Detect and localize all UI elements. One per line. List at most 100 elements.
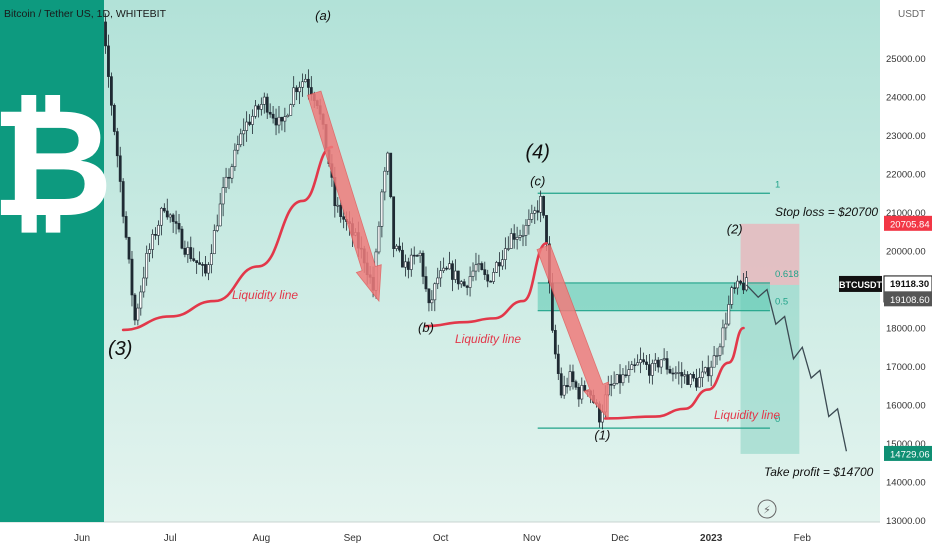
candle-body — [692, 374, 695, 379]
candle-body — [110, 76, 113, 106]
candle-body — [445, 267, 448, 270]
fib-level-label: 0.618 — [775, 269, 799, 280]
candle-body — [227, 176, 231, 179]
candle-body — [506, 248, 510, 250]
stop-price-tag — [884, 215, 932, 231]
mark-price-label: 19108.60 — [890, 295, 930, 306]
time-axis-panel — [0, 522, 880, 550]
candle-body — [165, 210, 169, 218]
candle-body — [518, 235, 522, 238]
candle-body — [556, 353, 560, 374]
candle-body — [254, 105, 257, 117]
mark-price-tag — [884, 291, 932, 307]
candle-body — [104, 21, 107, 47]
candle-body — [533, 210, 537, 214]
symbol-tag — [839, 275, 882, 292]
candle-body — [659, 359, 663, 368]
x-tick-label: Feb — [794, 533, 812, 544]
wave-label: (4) — [525, 142, 549, 164]
candle-body — [280, 116, 284, 122]
candle-body — [239, 133, 243, 146]
candle-body — [686, 374, 690, 385]
candle-body — [724, 323, 728, 329]
liquidity-line — [424, 242, 548, 328]
candle-body — [107, 45, 110, 77]
candle-body — [233, 149, 237, 167]
candle-body — [580, 385, 584, 400]
candle-body — [209, 253, 213, 265]
candle-body — [186, 247, 190, 255]
candle-body — [700, 371, 704, 378]
y-tick-label: 18000.00 — [886, 324, 926, 335]
candle-body — [621, 374, 625, 384]
wave-label: (2) — [727, 222, 743, 237]
projection-line — [745, 284, 848, 452]
candle-body — [565, 385, 569, 388]
candle-body — [662, 358, 666, 361]
candle-body — [192, 258, 196, 261]
x-tick-label: Jun — [74, 533, 90, 544]
flash-icon[interactable] — [757, 499, 777, 519]
candle-body — [262, 96, 266, 105]
candle-body — [677, 372, 681, 374]
liquidity-line-label: Liquidity line — [232, 288, 298, 302]
y-tick-label: 20000.00 — [886, 247, 926, 258]
chart-title: Bitcoin / Tether US, 1D, WHITEBIT — [4, 8, 167, 20]
candle-body — [421, 252, 425, 277]
y-tick-label: 14000.00 — [886, 478, 926, 489]
candle-body — [489, 280, 493, 283]
candle-body — [207, 264, 210, 274]
candle-body — [409, 254, 413, 270]
candle-body — [130, 258, 134, 296]
candle-body — [736, 280, 740, 289]
candle-body — [401, 249, 404, 268]
candle-body — [274, 117, 278, 126]
candle-body — [483, 269, 487, 275]
candle-body — [136, 307, 140, 321]
candle-body — [151, 234, 154, 250]
currency-label: USDT — [898, 9, 925, 20]
candle-body — [477, 263, 481, 266]
candle-body — [648, 364, 651, 376]
liquidity-line-label: Liquidity line — [714, 408, 780, 422]
candle-body — [742, 282, 745, 291]
candle-body — [636, 362, 640, 366]
wave-label: (c) — [530, 174, 545, 189]
target-price-tag — [884, 445, 932, 461]
candle-body — [539, 196, 543, 213]
wave-label: (1) — [594, 428, 610, 443]
candle-body — [733, 287, 737, 289]
candle-body — [389, 152, 393, 198]
y-tick-label: 23000.00 — [886, 131, 926, 142]
candle-body — [403, 261, 407, 268]
candle-body — [451, 263, 454, 280]
candle-body — [383, 170, 387, 193]
stop-price-label: 20705.84 — [890, 219, 930, 230]
candle-body — [524, 224, 528, 236]
candle-body — [571, 371, 575, 383]
wave-label: (b) — [418, 320, 434, 335]
candle-body — [471, 270, 475, 277]
candle-body — [495, 262, 498, 273]
candle-body — [230, 166, 234, 179]
candle-body — [542, 196, 545, 216]
candle-body — [195, 260, 199, 264]
candle-body — [642, 359, 645, 363]
candle-body — [309, 87, 313, 95]
candle-body — [301, 81, 304, 88]
candle-body — [295, 87, 299, 93]
candle-body — [183, 247, 187, 255]
candle-body — [189, 247, 193, 259]
candle-body — [336, 204, 340, 207]
candle-body — [265, 96, 269, 113]
candle-body — [406, 261, 410, 270]
candle-body — [462, 281, 466, 287]
candle-body — [215, 225, 219, 231]
candle-body — [171, 214, 175, 222]
logo-panel — [0, 0, 104, 522]
candle-body — [386, 152, 390, 172]
candle-body — [139, 291, 143, 309]
take-profit-annotation: Take profit = $14700 — [764, 465, 874, 479]
